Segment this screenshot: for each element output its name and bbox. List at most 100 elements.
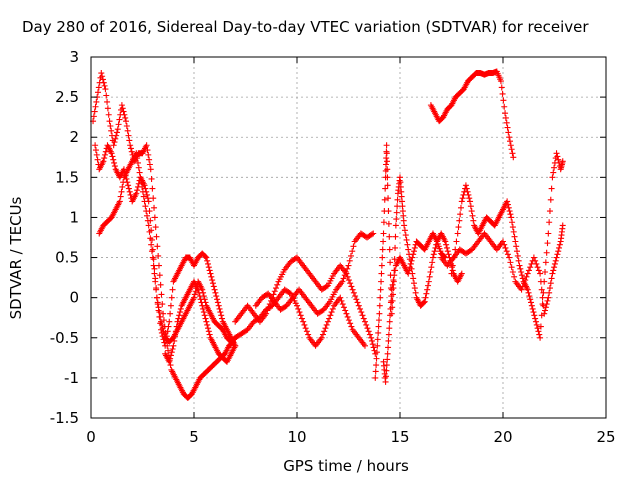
- data-point-trail: [272, 285, 279, 292]
- data-point-trail: [108, 127, 115, 134]
- data-point-trail: [508, 264, 515, 271]
- data-point-trail: [470, 217, 477, 224]
- data-point-trail: [393, 209, 400, 216]
- data-point-trail: [134, 155, 141, 162]
- data-point-trail: [359, 312, 366, 319]
- data-point-trail: [444, 248, 451, 255]
- data-point: [553, 150, 560, 157]
- data-point-trail: [363, 321, 370, 328]
- data-point: [500, 238, 506, 245]
- data-point-trail: [155, 252, 162, 259]
- data-point: [318, 334, 325, 341]
- data-point-trail: [464, 188, 471, 195]
- data-point-trail: [467, 203, 474, 210]
- data-point-trail: [509, 219, 516, 226]
- data-point-trail: [120, 179, 127, 186]
- data-point-trail: [508, 146, 515, 153]
- data-point-trail: [146, 161, 153, 168]
- data-point-trail: [321, 328, 328, 335]
- x-tick-label: 15: [390, 428, 409, 446]
- data-point-trail: [385, 208, 392, 215]
- data-point: [162, 342, 169, 349]
- data-point: [143, 142, 150, 149]
- data-point: [429, 254, 436, 261]
- data-point-trail: [546, 219, 553, 226]
- data-point: [401, 222, 408, 229]
- data-point-trail: [326, 315, 333, 322]
- data-point-trail: [91, 108, 98, 115]
- data-point-trail: [111, 139, 118, 146]
- data-point-trail: [423, 290, 430, 297]
- data-point-trail: [537, 278, 544, 285]
- data-point: [355, 302, 362, 309]
- data-point-trail: [347, 252, 354, 259]
- data-point: [147, 166, 154, 173]
- data-point-trail: [148, 248, 155, 255]
- data-point-trail: [142, 203, 149, 210]
- data-point-trail: [128, 148, 135, 155]
- x-tick-label: 5: [189, 428, 199, 446]
- data-point-trail: [354, 299, 361, 306]
- data-point-trail: [543, 249, 550, 256]
- x-tick-label: 25: [596, 428, 615, 446]
- data-point-trail: [347, 280, 354, 287]
- data-point-trail: [208, 273, 215, 280]
- data-point-trail: [302, 325, 309, 332]
- data-point-trail: [511, 273, 518, 280]
- data-point-trail: [469, 212, 476, 219]
- data-point-trail: [126, 188, 133, 195]
- data-point-trail: [383, 362, 390, 369]
- data-point-trail: [323, 321, 330, 328]
- data-point-trail: [167, 355, 174, 362]
- data-point: [549, 270, 556, 277]
- data-point: [170, 342, 177, 349]
- data-point-trail: [92, 147, 99, 154]
- data-point-trail: [165, 323, 172, 330]
- data-point-trail: [518, 268, 525, 275]
- data-point: [504, 198, 511, 205]
- data-point: [502, 110, 509, 117]
- data-point: [545, 294, 552, 301]
- data-point-trail: [547, 196, 554, 203]
- data-point-trail: [514, 252, 521, 259]
- data-point-trail: [410, 275, 417, 282]
- data-point: [506, 134, 513, 141]
- data-point-trail: [346, 257, 353, 264]
- data-point-trail: [286, 289, 293, 296]
- data-point-trail: [101, 155, 108, 162]
- data-point-trail: [432, 244, 439, 251]
- data-point-trail: [509, 224, 516, 231]
- data-point-trail: [206, 331, 213, 338]
- data-point-trail: [152, 278, 159, 285]
- data-point-trail: [209, 280, 216, 287]
- data-point: [195, 286, 202, 293]
- data-point-trail: [428, 264, 435, 271]
- data-point-trail: [387, 299, 394, 306]
- data-point-trail: [504, 251, 511, 258]
- data-point-trail: [167, 302, 174, 309]
- data-point: [388, 286, 395, 293]
- data-point-trail: [323, 283, 330, 290]
- data-point-trail: [369, 341, 376, 348]
- data-point-trail: [124, 127, 131, 134]
- data-point-trail: [544, 297, 551, 304]
- data-point-trail: [139, 183, 146, 190]
- data-point-trail: [341, 272, 348, 279]
- data-point-trail: [350, 289, 357, 296]
- data-point-trail: [200, 309, 207, 316]
- data-point-trail: [155, 304, 162, 311]
- data-point-trail: [171, 337, 178, 344]
- data-point-trail: [383, 155, 390, 162]
- data-point-trail: [144, 195, 151, 202]
- data-point-trail: [101, 82, 108, 89]
- data-point: [421, 298, 428, 305]
- data-point-trail: [175, 315, 182, 322]
- data-point-trail: [502, 244, 509, 251]
- data-point-trail: [500, 97, 507, 104]
- data-point-trail: [510, 228, 517, 235]
- data-point-trail: [514, 248, 521, 255]
- data-point: [123, 118, 130, 125]
- data-point: [510, 154, 517, 161]
- data-point-trail: [501, 103, 508, 110]
